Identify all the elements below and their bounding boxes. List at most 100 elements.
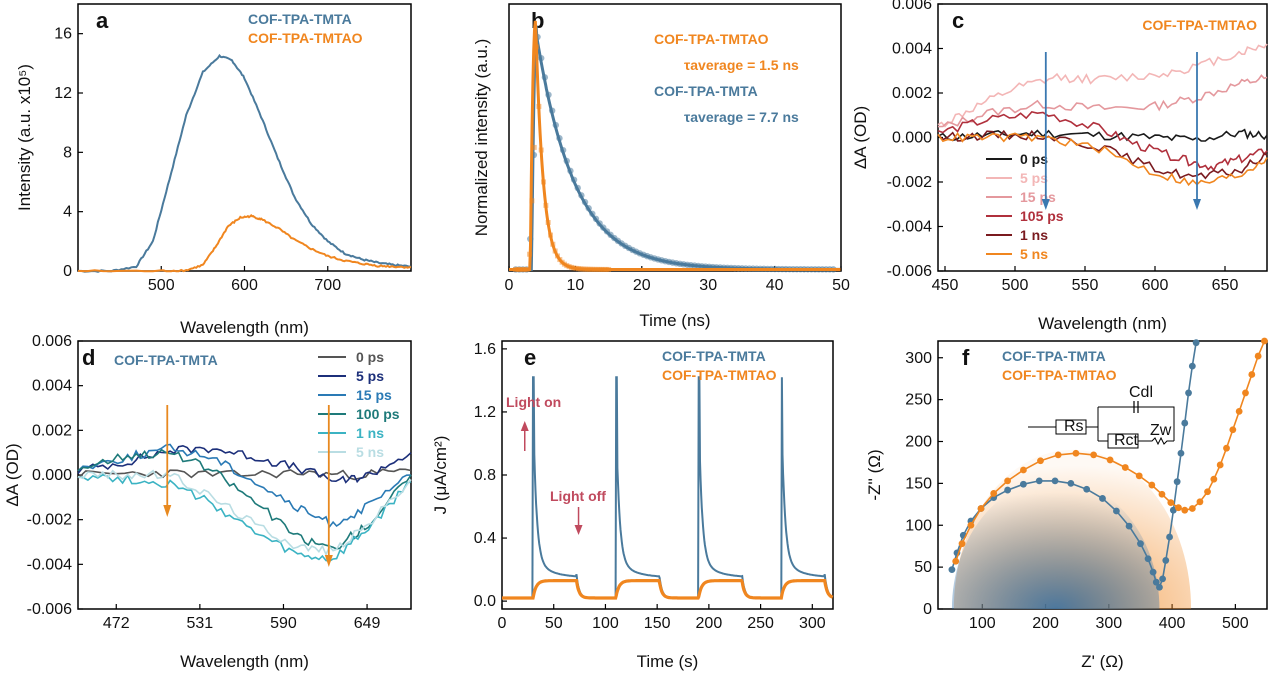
data-point bbox=[1072, 449, 1080, 457]
data-point bbox=[536, 103, 542, 109]
semicircle-shade-blue bbox=[951, 479, 1160, 609]
panel-label: a bbox=[96, 8, 109, 33]
circuit-label-zw: Zw bbox=[1150, 422, 1172, 439]
data-point bbox=[1083, 485, 1091, 493]
data-point bbox=[538, 147, 544, 153]
data-point bbox=[531, 144, 537, 150]
legend-entry: COF-TPA-TMTAO bbox=[1002, 367, 1117, 383]
data-point bbox=[606, 266, 612, 272]
panel-a-chart: 500 600 700 0 4 8 12 16 Wavelength (nm) Intensity… bbox=[15, 3, 412, 337]
series-line bbox=[937, 111, 1268, 172]
y-axis-label: Normalized intensity (a.u.) bbox=[472, 39, 491, 236]
series-line bbox=[937, 43, 1268, 128]
panel-label: f bbox=[962, 345, 970, 370]
circuit-warburg bbox=[1138, 436, 1174, 446]
data-point bbox=[1113, 507, 1120, 515]
data-point bbox=[990, 490, 998, 497]
legend-entry: 5 ps bbox=[1020, 170, 1048, 186]
y-tick-label: 0.004 bbox=[32, 378, 72, 395]
y-tick-label: 0.006 bbox=[892, 0, 932, 13]
legend-entry: 5 ps bbox=[356, 368, 384, 384]
panel-f-chart: 100 200 300 400 500 0 50 100 150 200 250 300 Z' (Ω) -… bbox=[865, 337, 1268, 671]
data-point bbox=[567, 167, 574, 175]
data-point bbox=[1135, 472, 1143, 480]
data-point bbox=[952, 557, 960, 565]
y-tick-label: -0.006 bbox=[887, 263, 932, 280]
data-point bbox=[977, 505, 985, 512]
data-point bbox=[557, 257, 563, 263]
x-tick-label: 600 bbox=[1142, 277, 1169, 294]
data-point bbox=[529, 198, 535, 204]
panel-title: COF-TPA-TMTA bbox=[114, 352, 218, 368]
panel-title: COF-TPA-TMTAO bbox=[1142, 17, 1257, 33]
data-point bbox=[1004, 486, 1011, 494]
legend-entry: 1 ns bbox=[1020, 227, 1048, 243]
x-tick-label: 550 bbox=[1072, 277, 1099, 294]
x-axis-label: Wavelength (nm) bbox=[180, 318, 309, 337]
data-point bbox=[1162, 557, 1170, 564]
data-point bbox=[1169, 506, 1177, 514]
data-point bbox=[1099, 495, 1106, 502]
data-point bbox=[1185, 389, 1192, 397]
data-point bbox=[1188, 505, 1196, 512]
y-tick-label: 12 bbox=[54, 85, 72, 102]
y-tick-label: 16 bbox=[54, 26, 72, 43]
data-point bbox=[1106, 456, 1114, 464]
y-tick-label: -0.002 bbox=[27, 512, 72, 529]
legend-entry: 15 ps bbox=[356, 387, 392, 403]
y-tick-label: 0.006 bbox=[32, 333, 72, 350]
y-axis-label: ΔA (OD) bbox=[3, 443, 22, 506]
x-tick-label: 200 bbox=[1032, 615, 1059, 632]
data-point bbox=[1148, 481, 1156, 489]
data-point bbox=[1020, 480, 1027, 488]
data-point bbox=[1242, 389, 1249, 397]
annotation-tmta: COF-TPA-TMTA bbox=[654, 83, 758, 99]
y-axis-label: -Z'' (Ω) bbox=[865, 449, 884, 500]
annotation-light-off: Light off bbox=[550, 488, 606, 504]
data-point bbox=[541, 74, 549, 81]
y-tick-label: 0.000 bbox=[32, 467, 72, 484]
y-tick-label: -0.002 bbox=[887, 174, 932, 191]
x-tick-label: 472 bbox=[103, 615, 130, 632]
data-point bbox=[1051, 477, 1059, 485]
circuit-wire bbox=[1097, 406, 1175, 442]
x-tick-label: 100 bbox=[969, 615, 996, 632]
legend-entry: 1 ns bbox=[356, 425, 384, 441]
data-point bbox=[552, 248, 558, 254]
x-tick-label: 40 bbox=[766, 277, 784, 294]
data-point bbox=[548, 232, 553, 238]
data-point bbox=[1229, 426, 1237, 434]
y-tick-label: 50 bbox=[914, 559, 932, 576]
x-tick-label: 600 bbox=[231, 277, 258, 294]
y-tick-label: -0.004 bbox=[27, 556, 72, 573]
x-tick-label: 590 bbox=[270, 615, 297, 632]
y-tick-label: 0.0 bbox=[474, 593, 496, 610]
series-line bbox=[77, 473, 412, 563]
x-tick-label: 50 bbox=[832, 277, 850, 294]
x-tick-label: 500 bbox=[148, 277, 175, 294]
data-point bbox=[554, 253, 560, 259]
circuit-label-rs: Rs bbox=[1064, 418, 1084, 435]
x-tick-label: 300 bbox=[799, 615, 826, 632]
series-line bbox=[937, 74, 1268, 128]
data-point bbox=[589, 210, 596, 217]
y-tick-label: 0.4 bbox=[474, 530, 496, 547]
arrow-head bbox=[163, 505, 172, 517]
x-tick-label: 250 bbox=[747, 615, 774, 632]
arrow-head bbox=[574, 525, 583, 535]
legend-entry: 0 ps bbox=[356, 349, 384, 365]
data-point bbox=[1090, 451, 1098, 459]
y-tick-label: 0 bbox=[63, 263, 72, 280]
annotation-tau-tmta: τaverage = 7.7 ns bbox=[684, 109, 799, 125]
y-tick-label: 4 bbox=[63, 204, 72, 221]
data-point bbox=[552, 121, 560, 129]
data-point bbox=[527, 251, 533, 257]
data-point bbox=[541, 179, 547, 185]
data-point bbox=[1037, 457, 1044, 465]
data-point bbox=[559, 146, 567, 154]
data-point bbox=[1149, 568, 1157, 576]
data-point bbox=[1188, 362, 1196, 370]
x-tick-label: 150 bbox=[644, 615, 671, 632]
y-tick-label: 0.000 bbox=[892, 130, 932, 147]
